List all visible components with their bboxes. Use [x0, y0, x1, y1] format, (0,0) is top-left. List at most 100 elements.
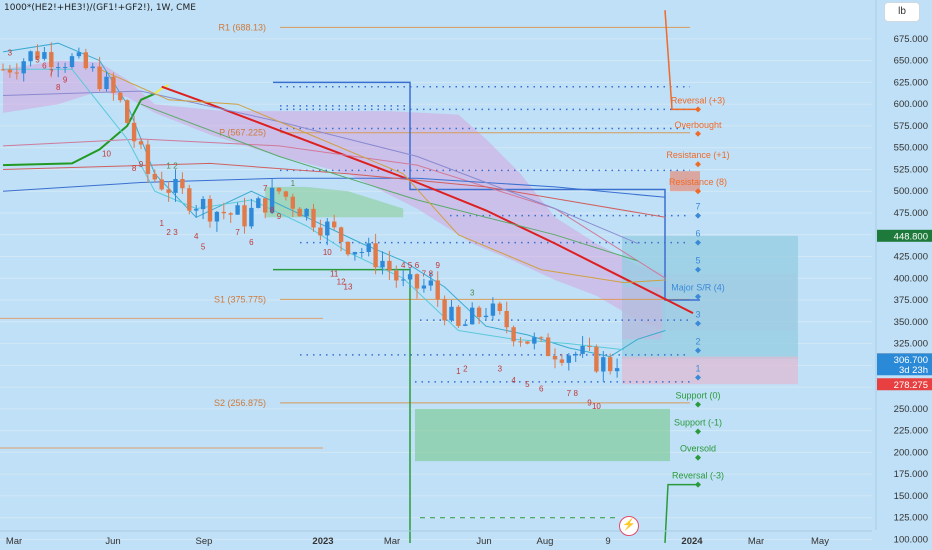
target-level-label: Reversal (+3): [671, 95, 725, 105]
y-tick-label: 100.000: [894, 534, 928, 545]
target-level-label: Support (0): [675, 391, 720, 401]
td-count-label: 6: [249, 238, 254, 247]
td-count-label: 8: [573, 389, 578, 398]
candle: [497, 303, 502, 312]
price-label-bg: [877, 353, 932, 366]
scale-unit-button[interactable]: lb: [884, 2, 920, 22]
support-step-line: [273, 268, 411, 543]
candle: [159, 179, 164, 190]
price-label: 306.700: [894, 355, 928, 366]
candle: [90, 66, 95, 69]
candles: [0, 42, 620, 382]
td-count-label: 3: [173, 228, 178, 237]
candle: [214, 211, 220, 222]
candle: [359, 251, 364, 253]
x-tick-label: 2024: [681, 536, 703, 547]
candle: [428, 280, 433, 286]
candle: [552, 356, 558, 360]
candle: [532, 337, 537, 344]
td-count-label: 5: [525, 380, 530, 389]
td-count-label: 1: [291, 179, 296, 188]
y-tick-label: 600.000: [894, 99, 928, 110]
td-count-label: 7: [235, 228, 240, 237]
td-count-label: 1: [159, 219, 164, 228]
candle: [311, 208, 316, 228]
candle: [76, 52, 82, 57]
td-count-label: 10: [592, 402, 601, 411]
td-count-label: 11: [330, 270, 339, 279]
price-label-bg: [877, 378, 932, 391]
candle: [380, 260, 385, 268]
candle: [256, 198, 261, 208]
td-count-label: 3: [498, 364, 503, 373]
target-marker: [695, 212, 701, 219]
candle: [407, 274, 413, 280]
candle: [539, 337, 544, 339]
target-level-label: 6: [695, 229, 700, 239]
td-count-label: 3: [8, 48, 13, 57]
x-tick-label: Jun: [476, 536, 491, 547]
target-level-label: 5: [695, 256, 700, 266]
candle: [200, 198, 206, 210]
lightning-icon[interactable]: ⚡: [619, 516, 639, 536]
candle: [325, 221, 330, 236]
candle: [125, 100, 130, 123]
candle: [187, 188, 192, 211]
y-tick-label: 650.000: [894, 56, 928, 67]
pivot-label: S2 (256.875): [214, 398, 266, 408]
candle: [559, 359, 565, 363]
td-count-label: 5: [201, 243, 206, 252]
price-label: 278.275: [894, 380, 928, 391]
candle: [297, 208, 302, 217]
candle: [69, 56, 75, 68]
candle: [373, 243, 378, 268]
candle: [207, 198, 213, 222]
candle: [470, 307, 475, 325]
reversal-down-line: [664, 10, 700, 111]
target-level-label: 3: [695, 310, 700, 320]
price-axis-bg: [876, 0, 932, 550]
candle: [490, 303, 496, 316]
kijun-line: [99, 68, 666, 284]
td-count-label: 9: [63, 75, 68, 84]
candle: [235, 205, 240, 215]
candle: [62, 67, 68, 69]
target-marker: [695, 161, 701, 168]
candle: [118, 92, 123, 101]
y-tick-label: 250.000: [894, 404, 928, 415]
resistance-zone: [670, 171, 700, 192]
target-level-label: 7: [695, 202, 700, 212]
target-marker: [695, 320, 701, 327]
candle: [352, 252, 358, 255]
target-marker: [695, 130, 701, 137]
td-count-label: 4: [511, 376, 516, 385]
candle: [56, 67, 61, 69]
candle: [518, 341, 523, 343]
td-count-label: 2: [173, 162, 178, 171]
ema-yellow: [154, 84, 170, 95]
y-tick-label: 525.000: [894, 164, 928, 175]
candle: [525, 341, 530, 344]
target-level-label: Overbought: [674, 120, 722, 130]
candle: [601, 357, 606, 372]
target-level-label: Reversal (-3): [672, 471, 724, 481]
y-tick-label: 550.000: [894, 143, 928, 154]
target-marker: [695, 347, 701, 354]
x-tick-label: Mar: [6, 536, 22, 547]
candle: [435, 280, 440, 300]
x-tick-label: 9: [605, 536, 610, 547]
x-tick-label: Jun: [105, 536, 120, 547]
ma-purple: [2, 90, 638, 244]
candle: [338, 227, 344, 242]
td-count-label: 8: [56, 83, 61, 92]
y-tick-label: 225.000: [894, 426, 928, 437]
y-tick-label: 175.000: [894, 469, 928, 480]
candle: [345, 241, 351, 255]
candle: [97, 66, 102, 90]
candle: [269, 187, 275, 213]
candle: [104, 76, 109, 90]
y-tick-label: 125.000: [894, 513, 928, 524]
td-count-label: 9: [139, 160, 144, 169]
